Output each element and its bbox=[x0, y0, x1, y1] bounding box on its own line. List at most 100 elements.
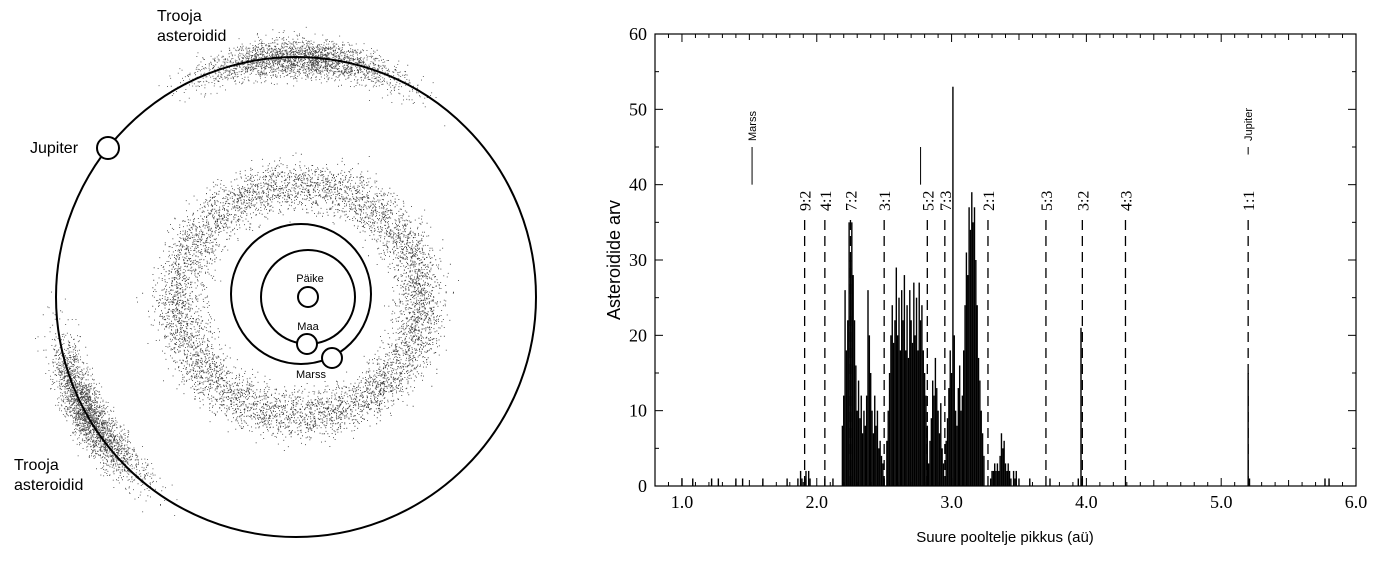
resonance-label: 3:2 bbox=[1075, 191, 1092, 211]
histogram-bar bbox=[1000, 433, 1003, 486]
belt-asteroid-dots bbox=[136, 152, 460, 451]
histogram-bar bbox=[948, 388, 950, 486]
histogram-bar bbox=[936, 388, 938, 486]
histogram-bar bbox=[892, 342, 895, 486]
y-axis-label: Asteroidide arv bbox=[604, 200, 624, 320]
histogram-bar bbox=[841, 425, 844, 486]
histogram-bar bbox=[898, 297, 900, 486]
earth-icon bbox=[296, 333, 318, 355]
histogram-bar bbox=[957, 388, 960, 486]
histogram-bar bbox=[882, 463, 884, 486]
trojan-asteroids-scatter bbox=[35, 26, 446, 516]
histogram-bar bbox=[914, 335, 916, 486]
mars-label: Marss bbox=[296, 369, 326, 381]
histogram-bar bbox=[981, 433, 984, 486]
histogram-bar bbox=[1012, 470, 1015, 486]
histogram-bar bbox=[1015, 470, 1017, 486]
y-tick-label: 40 bbox=[629, 175, 647, 195]
histogram-bar bbox=[741, 478, 744, 486]
histogram-bar bbox=[945, 440, 947, 486]
histogram-bar bbox=[938, 433, 941, 486]
histogram-bar bbox=[844, 290, 846, 486]
histogram-bar bbox=[896, 335, 899, 486]
asteroid-belt-diagram: Päike Maa Marss Jupiter Trooja asteroidi… bbox=[14, 8, 537, 538]
histogram-bar bbox=[1007, 463, 1009, 486]
histogram-bar bbox=[906, 305, 908, 486]
resonance-label: 4:3 bbox=[1118, 191, 1135, 211]
histogram-bar bbox=[994, 463, 996, 486]
histogram-bar bbox=[809, 478, 811, 486]
histogram-bar bbox=[949, 350, 951, 486]
histogram-bar bbox=[905, 350, 907, 486]
y-tick-label: 20 bbox=[629, 325, 647, 345]
histogram-bar bbox=[992, 470, 995, 486]
histogram-bar bbox=[979, 380, 981, 486]
sun-icon bbox=[297, 286, 319, 308]
histogram-bar bbox=[976, 305, 978, 486]
histogram-bar bbox=[995, 470, 997, 486]
histogram-bar bbox=[956, 425, 958, 486]
histogram-bar bbox=[963, 350, 965, 486]
resonance-label: 3:1 bbox=[877, 191, 894, 211]
histogram-bar bbox=[1002, 448, 1004, 486]
histogram-bar bbox=[965, 252, 968, 486]
histogram-bar bbox=[860, 395, 862, 486]
histogram-bar bbox=[855, 365, 857, 486]
histogram-bar bbox=[852, 275, 854, 486]
histogram-bar bbox=[786, 478, 788, 486]
trojans-bottom-label-line2: asteroidid bbox=[14, 477, 83, 494]
histogram-bar bbox=[907, 357, 910, 486]
histogram-bar bbox=[864, 425, 866, 486]
histogram-bar bbox=[918, 282, 920, 486]
histogram-bar bbox=[692, 478, 694, 486]
histogram-bar bbox=[888, 373, 891, 486]
histogram-bar bbox=[934, 357, 937, 486]
x-tick-label: 4.0 bbox=[1075, 492, 1098, 512]
resonance-lines: 9:2 4:1 7:2 3:1 5:2 7:3 2:1 5:3 3:2 4:3 1:1 bbox=[798, 191, 1258, 486]
planet-marker-label: Jupiter bbox=[1243, 108, 1255, 141]
histogram-bar bbox=[805, 470, 807, 486]
histogram-bar bbox=[926, 425, 929, 486]
histogram-bar bbox=[953, 335, 955, 486]
histogram-bar bbox=[891, 305, 893, 486]
earth-label: Maa bbox=[297, 321, 319, 333]
histogram-bar bbox=[954, 410, 957, 486]
histogram-bar bbox=[851, 222, 853, 486]
histogram-bar bbox=[1077, 478, 1079, 486]
resonance-label: 7:2 bbox=[843, 191, 860, 211]
histogram-bar bbox=[960, 410, 962, 486]
x-tick-label: 2.0 bbox=[806, 492, 829, 512]
histogram-bar bbox=[1014, 478, 1016, 486]
x-tick-label: 1.0 bbox=[671, 492, 694, 512]
x-axis-label: Suure pooltelje pikkus (aü) bbox=[916, 529, 1094, 546]
trojans-top-label-line2: asteroidid bbox=[157, 28, 226, 45]
histogram-bar bbox=[857, 380, 860, 486]
histogram-bar bbox=[913, 282, 915, 486]
semimajor-axis-histogram: 9:2 4:1 7:2 3:1 5:2 7:3 2:1 5:3 3:2 4:3 1:1 Marss J… bbox=[604, 24, 1367, 546]
y-tick-label: 10 bbox=[629, 401, 647, 421]
histogram-bar bbox=[983, 455, 985, 486]
histogram-bar bbox=[930, 418, 933, 486]
histogram-bar bbox=[973, 207, 976, 486]
y-tick-label: 50 bbox=[629, 99, 647, 119]
histogram-bar bbox=[925, 395, 927, 486]
histogram-bar bbox=[869, 373, 872, 486]
histogram-bar bbox=[886, 440, 888, 486]
histogram-bar bbox=[832, 478, 834, 486]
plot-frame bbox=[654, 33, 1357, 487]
histogram-bar bbox=[859, 418, 861, 486]
histogram-bar bbox=[967, 275, 969, 486]
jupiter-label: Jupiter bbox=[30, 140, 79, 157]
histogram-bar bbox=[1029, 478, 1031, 486]
x-tick-label: 5.0 bbox=[1210, 492, 1233, 512]
histogram-bar bbox=[878, 448, 880, 486]
histogram-bar bbox=[879, 440, 881, 486]
y-tick-label: 0 bbox=[638, 476, 647, 496]
histogram-bar bbox=[950, 373, 953, 486]
histogram-bar bbox=[1248, 478, 1251, 486]
histogram-bar bbox=[999, 455, 1001, 486]
histogram-bar bbox=[969, 229, 972, 486]
histogram-bar bbox=[799, 470, 802, 486]
histogram-bar bbox=[807, 470, 810, 486]
